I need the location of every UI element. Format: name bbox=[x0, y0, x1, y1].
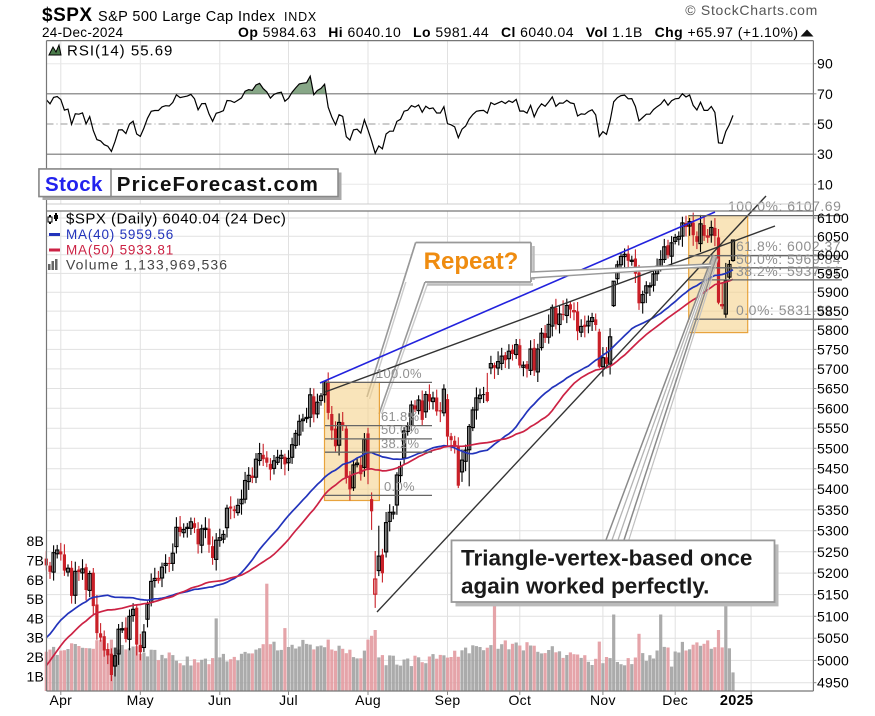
svg-text:50: 50 bbox=[817, 116, 833, 132]
svg-text:5600: 5600 bbox=[817, 400, 849, 416]
svg-text:6000: 6000 bbox=[817, 247, 849, 263]
svg-text:PriceForecast.com: PriceForecast.com bbox=[117, 173, 319, 196]
svg-text:Dec: Dec bbox=[662, 692, 688, 708]
svg-text:5500: 5500 bbox=[817, 440, 849, 456]
svg-text:5400: 5400 bbox=[817, 481, 849, 497]
svg-text:7B: 7B bbox=[26, 553, 44, 569]
svg-text:2025: 2025 bbox=[720, 693, 753, 709]
svg-text:10: 10 bbox=[817, 176, 833, 192]
svg-text:0.0%: 5831.99: 0.0%: 5831.99 bbox=[736, 302, 833, 318]
svg-text:5950: 5950 bbox=[817, 265, 849, 281]
svg-text:MA(50) 5933.81: MA(50) 5933.81 bbox=[66, 243, 174, 258]
svg-text:5750: 5750 bbox=[817, 341, 849, 357]
svg-text:5250: 5250 bbox=[817, 544, 849, 560]
svg-text:5100: 5100 bbox=[817, 608, 849, 624]
svg-text:Sep: Sep bbox=[435, 692, 461, 708]
svg-text:5900: 5900 bbox=[817, 284, 849, 300]
svg-text:2B: 2B bbox=[26, 649, 44, 665]
svg-text:$SPX (Daily) 6040.04 (24 Dec): $SPX (Daily) 6040.04 (24 Dec) bbox=[66, 211, 286, 228]
svg-text:6B: 6B bbox=[26, 572, 44, 588]
svg-text:5200: 5200 bbox=[817, 565, 849, 581]
svg-text:5700: 5700 bbox=[817, 361, 849, 377]
svg-text:S&P 500 Large Cap Index: S&P 500 Large Cap Index bbox=[98, 9, 276, 25]
svg-text:24-Dec-2024: 24-Dec-2024 bbox=[42, 25, 124, 40]
svg-text:5350: 5350 bbox=[817, 502, 849, 518]
svg-text:Nov: Nov bbox=[590, 692, 616, 708]
svg-text:5B: 5B bbox=[26, 591, 44, 607]
svg-text:4B: 4B bbox=[26, 610, 44, 626]
svg-text:5850: 5850 bbox=[817, 303, 849, 319]
svg-text:3B: 3B bbox=[26, 630, 44, 646]
svg-text:1B: 1B bbox=[26, 668, 44, 684]
svg-text:Repeat?: Repeat? bbox=[424, 248, 519, 275]
svg-text:100.0%: 6107.69: 100.0%: 6107.69 bbox=[728, 198, 841, 214]
svg-text:MA(40) 5959.56: MA(40) 5959.56 bbox=[66, 227, 174, 242]
svg-text:5000: 5000 bbox=[817, 652, 849, 668]
svg-text:6100: 6100 bbox=[817, 210, 849, 226]
svg-text:Aug: Aug bbox=[355, 692, 381, 708]
svg-text:5150: 5150 bbox=[817, 587, 849, 603]
svg-text:0.0%: 0.0% bbox=[384, 479, 415, 494]
svg-text:38.2%: 38.2% bbox=[381, 436, 420, 451]
svg-text:$SPX: $SPX bbox=[42, 5, 93, 26]
svg-text:© StockCharts.com: © StockCharts.com bbox=[685, 2, 818, 18]
svg-text:8B: 8B bbox=[26, 533, 44, 549]
svg-text:again worked perfectly.: again worked perfectly. bbox=[461, 574, 709, 599]
svg-text:61.8%: 61.8% bbox=[381, 409, 420, 424]
svg-text:50.0%: 50.0% bbox=[381, 422, 420, 437]
svg-text:5800: 5800 bbox=[817, 322, 849, 338]
svg-text:Apr: Apr bbox=[49, 692, 72, 708]
svg-text:70: 70 bbox=[817, 86, 833, 102]
svg-text:4950: 4950 bbox=[817, 675, 849, 691]
svg-text:Volume 1,133,969,536: Volume 1,133,969,536 bbox=[66, 257, 228, 273]
svg-text:INDX: INDX bbox=[284, 10, 317, 24]
svg-text:5050: 5050 bbox=[817, 630, 849, 646]
svg-text:90: 90 bbox=[817, 56, 833, 72]
svg-text:May: May bbox=[127, 692, 154, 708]
svg-text:5550: 5550 bbox=[817, 420, 849, 436]
svg-text:61.8%: 6002.37: 61.8%: 6002.37 bbox=[736, 238, 841, 254]
svg-text:Jun: Jun bbox=[208, 692, 231, 708]
svg-text:5450: 5450 bbox=[817, 461, 849, 477]
svg-text:38.2%: 5937.31: 38.2%: 5937.31 bbox=[736, 263, 841, 279]
svg-text:Op 5984.63 Hi 6040.10 Lo 598: Op 5984.63 Hi 6040.10 Lo 5981.44 Cl 6040… bbox=[238, 24, 806, 40]
svg-text:5300: 5300 bbox=[817, 523, 849, 539]
svg-text:Jul: Jul bbox=[279, 692, 298, 708]
svg-text:Oct: Oct bbox=[508, 692, 531, 708]
svg-text:5650: 5650 bbox=[817, 381, 849, 397]
svg-text:30: 30 bbox=[817, 146, 833, 162]
svg-text:RSI(14) 55.69: RSI(14) 55.69 bbox=[67, 43, 173, 60]
svg-text:6050: 6050 bbox=[817, 228, 849, 244]
svg-text:Stock: Stock bbox=[45, 173, 103, 196]
svg-text:100.0%: 100.0% bbox=[376, 366, 422, 381]
svg-text:Triangle-vertex-based once: Triangle-vertex-based once bbox=[461, 546, 752, 571]
